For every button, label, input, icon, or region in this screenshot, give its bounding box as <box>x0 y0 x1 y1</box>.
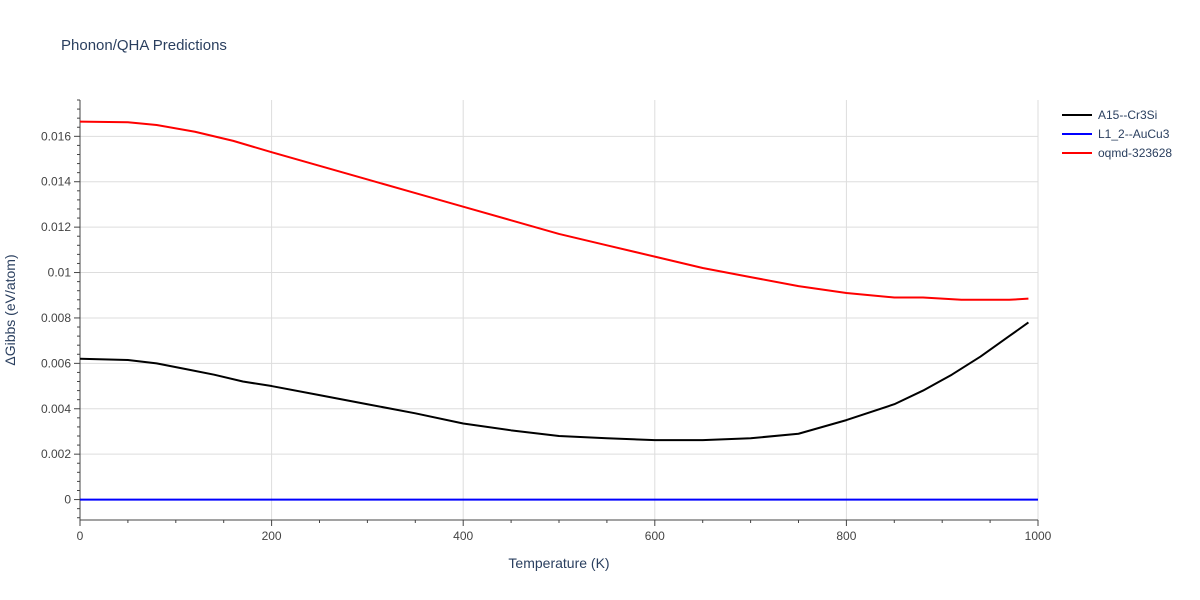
series-line-A15--Cr3Si <box>79 321 1029 442</box>
x-axis-title: Temperature (K) <box>508 555 609 571</box>
y-tick-label: 0.004 <box>41 402 71 416</box>
y-tick-label: 0.008 <box>41 311 71 325</box>
y-axis-title: ΔGibbs (eV/atom) <box>2 254 18 365</box>
y-tick-label: 0.014 <box>41 175 71 189</box>
x-tick-label: 600 <box>645 529 665 543</box>
x-tick-label: 800 <box>836 529 856 543</box>
legend-label: A15--Cr3Si <box>1098 108 1157 122</box>
x-tick-label: 200 <box>262 529 282 543</box>
legend-item[interactable]: A15--Cr3Si <box>1062 108 1157 122</box>
series-line-oqmd-323628 <box>79 120 1029 301</box>
axes-layer: 0 200 400 600 800 1000 0 0.002 0.004 0.006 0.008 0.… <box>41 99 1052 543</box>
x-tick-label: 1000 <box>1025 529 1052 543</box>
legend-item[interactable]: L1_2--AuCu3 <box>1062 127 1170 141</box>
x-tick-label: 0 <box>77 529 84 543</box>
y-tick-label: 0.006 <box>41 356 71 370</box>
y-tick-label: 0.012 <box>41 220 71 234</box>
y-tick-label: 0 <box>64 493 71 507</box>
legend-label: oqmd-323628 <box>1098 146 1172 160</box>
legend-item[interactable]: oqmd-323628 <box>1062 146 1172 160</box>
y-tick-label: 0.002 <box>41 447 71 461</box>
y-tick-label: 0.016 <box>41 129 71 143</box>
chart-title: Phonon/QHA Predictions <box>61 37 227 54</box>
grid-layer <box>80 100 1039 520</box>
y-tick-label: 0.01 <box>48 266 72 280</box>
legend[interactable]: A15--Cr3Si L1_2--AuCu3 oqmd-323628 <box>1062 108 1172 160</box>
legend-label: L1_2--AuCu3 <box>1098 127 1170 141</box>
series-layer <box>79 120 1038 501</box>
x-tick-label: 400 <box>453 529 473 543</box>
